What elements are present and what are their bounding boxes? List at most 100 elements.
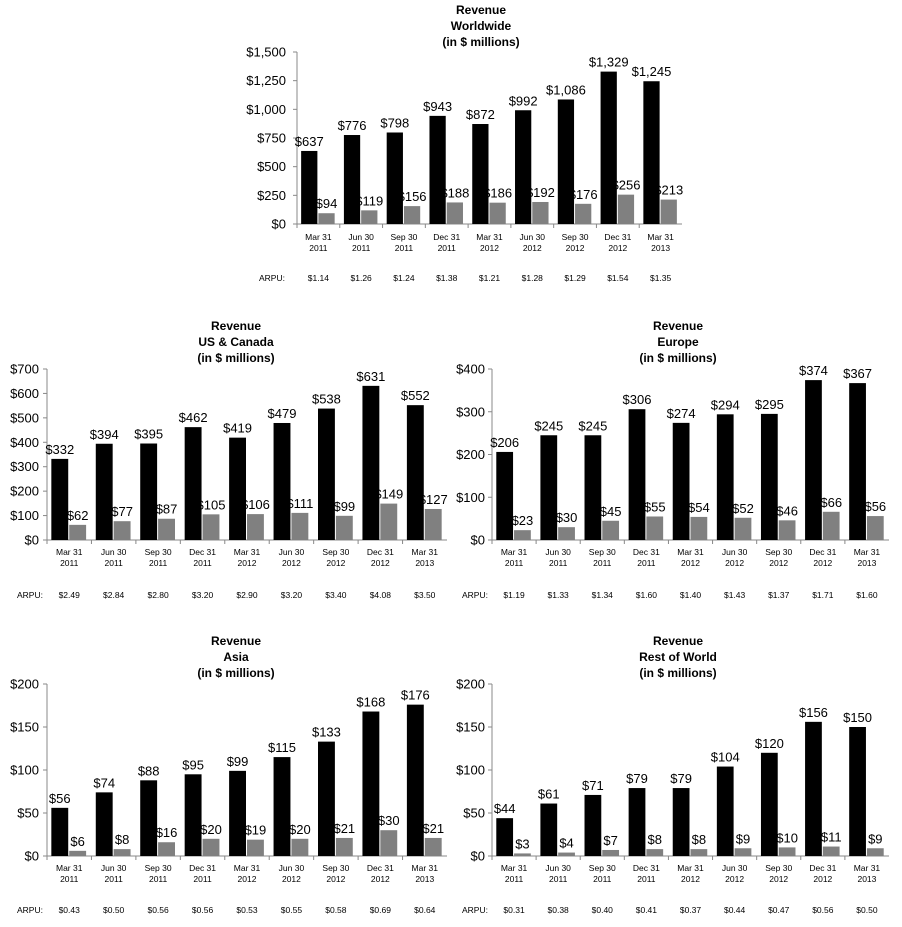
x-tick-label: Sep 30 2011 [145, 547, 172, 568]
y-tick-label: $100 [456, 490, 485, 505]
y-tick-label: $50 [463, 806, 485, 821]
x-tick-label: Jun 30 2011 [545, 863, 571, 884]
bar-revenue [343, 135, 361, 224]
data-label-revenue: $294 [711, 397, 740, 412]
bar-revenue-secondary [660, 199, 677, 224]
bar-revenue [184, 774, 202, 856]
arpu-value: $2.80 [147, 590, 169, 600]
bar-revenue [805, 721, 822, 856]
x-tick-label: Sep 30 2011 [145, 863, 172, 884]
x-tick-label: Mar 31 2012 [677, 863, 704, 884]
arpu-value: $0.47 [768, 905, 790, 915]
x-tick-label: Mar 31 2013 [854, 863, 881, 884]
bar-revenue-secondary [291, 512, 309, 540]
arpu-value: $0.56 [192, 905, 214, 915]
data-label-revenue: $74 [93, 775, 115, 790]
bar-revenue [184, 427, 202, 540]
bar-revenue-secondary [646, 849, 664, 856]
data-label-revenue: $245 [578, 418, 607, 433]
x-tick-label: Mar 31 2011 [56, 547, 83, 568]
data-label-revenue: $992 [509, 93, 538, 108]
data-label-revenue-secondary: $77 [111, 504, 133, 519]
data-label-revenue-secondary: $52 [732, 501, 754, 516]
chart-title-line: Revenue [211, 634, 261, 648]
bar-revenue [600, 71, 617, 224]
data-label-revenue-secondary: $192 [526, 185, 555, 200]
bar-revenue [540, 803, 558, 856]
x-tick-label: Mar 31 2011 [305, 232, 332, 253]
bar-revenue [628, 788, 646, 856]
y-tick-label: $400 [10, 435, 39, 450]
bar-revenue-secondary [380, 830, 398, 856]
y-tick-label: $250 [257, 188, 286, 203]
arpu-value: $4.08 [370, 590, 392, 600]
bar-revenue-secondary [514, 853, 531, 856]
data-label-revenue-secondary: $45 [600, 504, 622, 519]
y-tick-label: $100 [10, 508, 39, 523]
bar-revenue [496, 818, 514, 856]
arpu-value: $1.38 [436, 273, 458, 283]
arpu-value: $0.43 [59, 905, 81, 915]
x-tick-label: Jun 30 2012 [279, 547, 305, 568]
x-tick-label: Dec 31 2011 [633, 863, 660, 884]
x-tick-label: Dec 31 2012 [367, 547, 394, 568]
chart-title-line: Asia [223, 650, 249, 664]
arpu-value: $1.54 [607, 273, 629, 283]
arpu-value: $1.71 [812, 590, 834, 600]
bar-revenue-secondary [778, 520, 796, 540]
data-label-revenue-secondary: $8 [692, 832, 706, 847]
data-label-revenue: $776 [338, 118, 367, 133]
arpu-value: $0.37 [680, 905, 702, 915]
bar-revenue-secondary [69, 524, 87, 540]
bar-revenue [716, 766, 734, 856]
bar-revenue-secondary [690, 849, 708, 856]
x-tick-label: Jun 30 2011 [101, 863, 127, 884]
y-tick-label: $600 [10, 386, 39, 401]
arpu-value: $1.26 [351, 273, 373, 283]
y-tick-label: $200 [10, 484, 39, 499]
x-tick-label: Sep 30 2012 [765, 863, 792, 884]
x-tick-label: Mar 31 2012 [234, 547, 261, 568]
data-label-revenue: $462 [179, 410, 208, 425]
bar-revenue-secondary [247, 514, 264, 540]
y-tick-label: $1,250 [246, 73, 286, 88]
x-tick-label: Mar 31 2012 [677, 547, 704, 568]
chart-title-line: Europe [657, 335, 699, 349]
arpu-value: $1.33 [548, 590, 570, 600]
x-tick-label: Sep 30 2011 [589, 547, 616, 568]
x-tick-label: Sep 30 2012 [322, 863, 349, 884]
data-label-revenue: $88 [138, 763, 160, 778]
data-label-revenue: $306 [623, 392, 652, 407]
arpu-value: $0.56 [147, 905, 169, 915]
data-label-revenue-secondary: $30 [556, 510, 578, 525]
data-label-revenue-secondary: $9 [736, 831, 750, 846]
bar-revenue [273, 422, 291, 540]
data-label-revenue-secondary: $6 [70, 834, 84, 849]
bar-revenue-secondary [361, 210, 378, 224]
bar-revenue-secondary [558, 852, 575, 856]
chart-title-line: Worldwide [451, 19, 512, 33]
data-label-revenue-secondary: $106 [241, 497, 270, 512]
bar-revenue-secondary [335, 515, 353, 540]
data-label-revenue-secondary: $62 [67, 508, 89, 523]
x-tick-label: Dec 31 2012 [604, 232, 631, 253]
x-tick-label: Sep 30 2012 [322, 547, 349, 568]
y-tick-label: $100 [10, 763, 39, 778]
data-label-revenue: $71 [582, 778, 604, 793]
x-tick-label: Jun 30 2011 [101, 547, 127, 568]
data-label-revenue-secondary: $54 [688, 500, 710, 515]
x-tick-label: Mar 31 2011 [501, 547, 528, 568]
x-tick-label: Dec 31 2011 [189, 863, 216, 884]
bar-revenue [672, 788, 690, 856]
arpu-value: $1.37 [768, 590, 790, 600]
arpu-value: $1.60 [856, 590, 878, 600]
arpu-value: $3.20 [192, 590, 214, 600]
bar-revenue [273, 757, 291, 856]
data-label-revenue: $631 [356, 369, 385, 384]
arpu-value: $0.50 [103, 905, 125, 915]
data-label-revenue-secondary: $119 [355, 193, 383, 208]
bar-revenue [540, 435, 558, 540]
arpu-value: $1.29 [564, 273, 586, 283]
data-label-revenue: $79 [670, 771, 692, 786]
y-tick-label: $50 [17, 806, 39, 821]
